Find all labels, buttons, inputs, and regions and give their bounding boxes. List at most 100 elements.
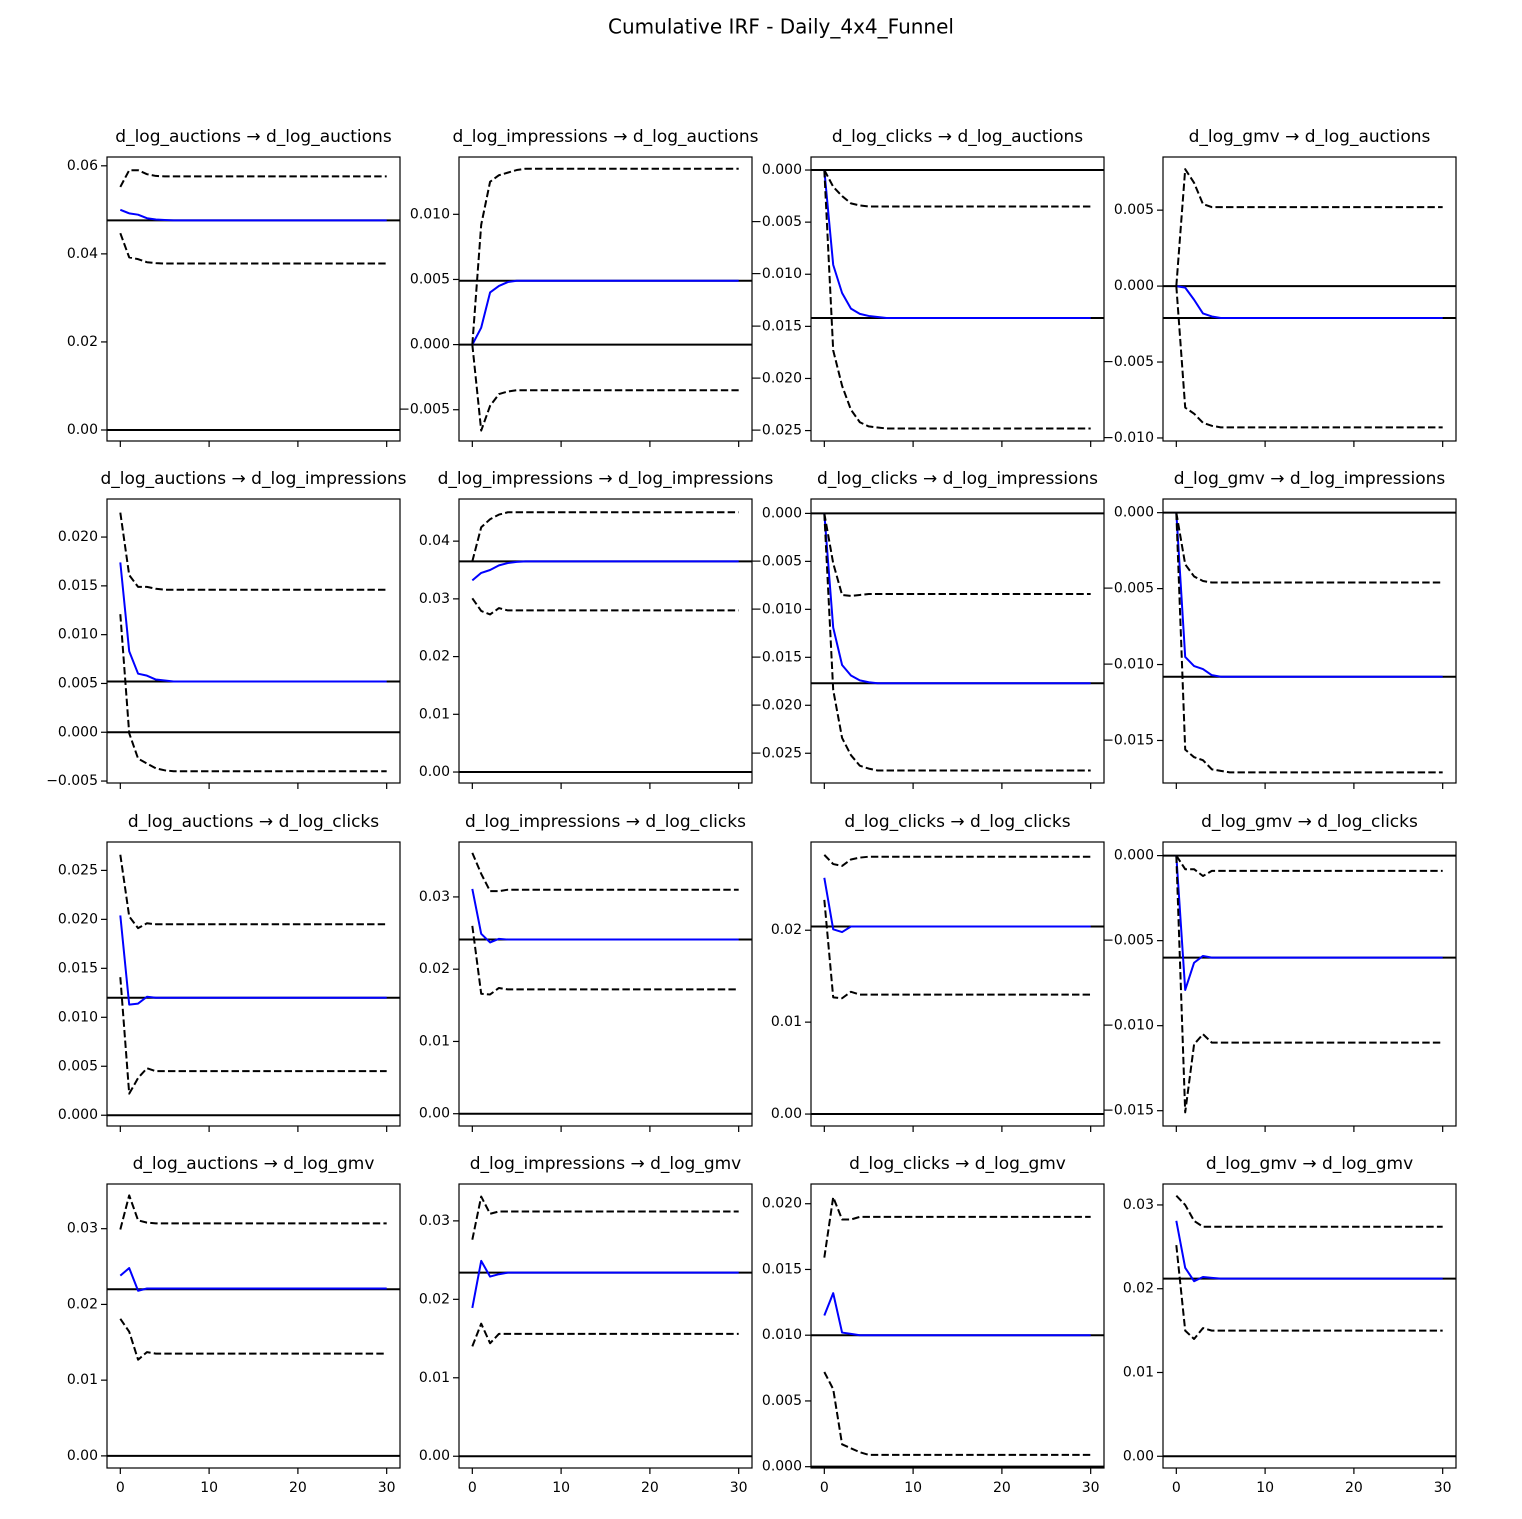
subplot-title: d_log_impressions → d_log_impressions — [438, 469, 774, 489]
y-tick-label: 0.01 — [67, 1372, 98, 1388]
y-tick-label: 0.005 — [410, 271, 450, 287]
y-tick-label: 0.00 — [419, 764, 450, 780]
axes-frame — [810, 1183, 1105, 1469]
subplot-title: d_log_auctions → d_log_impressions — [100, 469, 406, 489]
y-tick-label: 0.015 — [762, 1261, 802, 1277]
error-band-line — [1175, 168, 1443, 287]
y-tick-label: −0.015 — [1102, 1103, 1154, 1119]
irf-line — [471, 560, 739, 582]
y-tick-label: −0.010 — [750, 601, 802, 617]
figure-title: Cumulative IRF - Daily_4x4_Funnel — [608, 15, 954, 39]
irf-line — [119, 1267, 387, 1292]
x-tick-label: 0 — [1172, 1480, 1181, 1496]
y-tick-label: −0.005 — [1102, 933, 1154, 949]
error-band-line — [1175, 1245, 1443, 1340]
y-tick-label: 0.010 — [58, 1009, 98, 1025]
axes-frame — [458, 1183, 753, 1469]
y-tick-label: 0.020 — [58, 529, 98, 545]
irf-line — [1175, 1220, 1443, 1283]
x-tick-label: 10 — [552, 1480, 570, 1496]
y-tick-label: 0.02 — [67, 334, 98, 350]
y-tick-label: 0.02 — [1123, 1281, 1154, 1297]
irf-line — [471, 279, 739, 346]
y-tick-label: −0.015 — [1102, 732, 1154, 748]
y-tick-label: 0.01 — [419, 1033, 450, 1049]
x-tick-label: 0 — [116, 1480, 125, 1496]
y-tick-label: 0.02 — [419, 1291, 450, 1307]
y-tick-label: 0.02 — [419, 649, 450, 665]
axes-frame — [458, 156, 753, 442]
subplot-title: d_log_impressions → d_log_gmv — [470, 1154, 742, 1174]
y-tick-label: −0.010 — [1102, 1018, 1154, 1034]
y-tick-label: 0.005 — [1114, 202, 1154, 218]
error-band-line — [823, 169, 1091, 208]
y-tick-label: 0.04 — [419, 533, 450, 549]
y-tick-label: 0.00 — [67, 1448, 98, 1464]
y-tick-label: −0.005 — [1102, 354, 1154, 370]
error-band-line — [471, 1195, 739, 1240]
y-tick-label: −0.020 — [750, 697, 802, 713]
irf-line — [1175, 512, 1443, 678]
y-tick-label: 0.00 — [419, 1448, 450, 1464]
irf-line — [823, 1292, 1091, 1337]
y-tick-label: 0.000 — [762, 1459, 802, 1475]
y-tick-label: 0.005 — [58, 675, 98, 691]
subplot-title: d_log_auctions → d_log_clicks — [128, 812, 379, 832]
x-tick-label: 30 — [1434, 1480, 1452, 1496]
axes-frame — [106, 1183, 401, 1469]
y-tick-label: 0.015 — [58, 960, 98, 976]
x-tick-label: 30 — [378, 1480, 396, 1496]
error-band-line — [1175, 512, 1443, 774]
error-band-line — [119, 169, 387, 188]
y-tick-label: 0.020 — [762, 1196, 802, 1212]
error-band-line — [119, 854, 387, 930]
y-tick-label: −0.010 — [750, 266, 802, 282]
error-band-line — [119, 232, 387, 265]
y-tick-label: −0.005 — [750, 553, 802, 569]
y-tick-label: 0.04 — [67, 246, 98, 262]
x-tick-label: 10 — [904, 1480, 922, 1496]
y-tick-label: 0.01 — [419, 1370, 450, 1386]
x-tick-label: 10 — [1256, 1480, 1274, 1496]
y-tick-label: 0.03 — [419, 1213, 450, 1229]
error-band-line — [119, 977, 387, 1095]
subplot-title: d_log_auctions → d_log_auctions — [115, 127, 392, 147]
axes-frame — [810, 156, 1105, 442]
irf-line — [471, 1259, 739, 1309]
irf-line — [823, 513, 1091, 685]
error-band-line — [1175, 1195, 1443, 1228]
axes-frame — [106, 498, 401, 784]
subplot-title: d_log_clicks → d_log_impressions — [817, 469, 1098, 489]
subplot-title: d_log_clicks → d_log_clicks — [844, 812, 1070, 832]
y-tick-label: −0.025 — [750, 745, 802, 761]
error-band-line — [823, 513, 1091, 597]
x-tick-label: 20 — [641, 1480, 659, 1496]
axes-frame — [458, 498, 753, 784]
error-band-line — [471, 925, 739, 996]
y-tick-label: 0.020 — [58, 911, 98, 927]
subplot-title: d_log_gmv → d_log_gmv — [1206, 1154, 1413, 1174]
y-tick-label: −0.025 — [750, 423, 802, 439]
y-tick-label: −0.005 — [1102, 581, 1154, 597]
irf-line — [1176, 285, 1443, 319]
y-tick-label: −0.010 — [1102, 430, 1154, 446]
x-tick-label: 0 — [820, 1480, 829, 1496]
y-tick-label: 0.005 — [58, 1058, 98, 1074]
subplot-title: d_log_impressions → d_log_clicks — [465, 812, 746, 832]
subplot-title: d_log_gmv → d_log_clicks — [1201, 812, 1418, 832]
y-tick-label: 0.01 — [1123, 1364, 1154, 1380]
x-tick-label: 30 — [1082, 1480, 1100, 1496]
error-band-line — [471, 852, 739, 893]
subplot-title: d_log_auctions → d_log_gmv — [133, 1154, 375, 1174]
y-tick-label: 0.000 — [58, 1107, 98, 1123]
y-tick-label: 0.00 — [67, 422, 98, 438]
error-band-line — [119, 1318, 387, 1361]
y-tick-label: 0.02 — [67, 1296, 98, 1312]
y-tick-label: 0.00 — [1123, 1448, 1154, 1464]
error-band-line — [471, 167, 739, 345]
error-band-line — [823, 169, 1091, 430]
y-tick-label: 0.000 — [58, 724, 98, 740]
error-band-line — [471, 511, 739, 562]
